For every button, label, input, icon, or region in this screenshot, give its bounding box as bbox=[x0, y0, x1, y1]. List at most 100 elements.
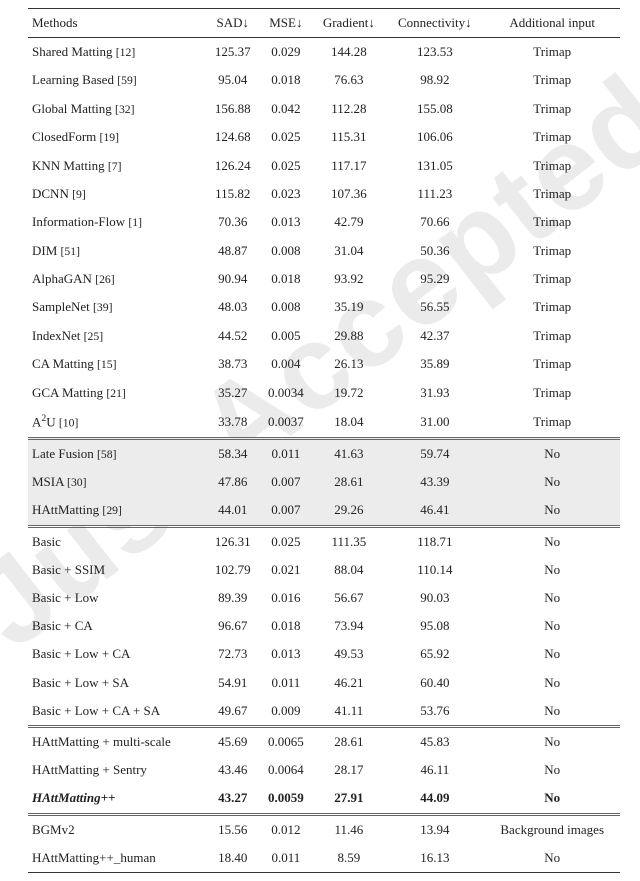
cell-grad: 88.04 bbox=[312, 556, 385, 584]
cell-sad: 70.36 bbox=[206, 208, 259, 236]
cell-add: No bbox=[484, 438, 620, 468]
table-row: Information-Flow [1]70.360.01342.7970.66… bbox=[28, 208, 620, 236]
cell-mse: 0.025 bbox=[259, 123, 312, 151]
cell-mse: 0.021 bbox=[259, 556, 312, 584]
cell-add: No bbox=[484, 669, 620, 697]
cell-sad: 43.46 bbox=[206, 756, 259, 784]
table-row: HAttMatting [29]44.010.00729.2646.41No bbox=[28, 496, 620, 526]
cell-sad: 54.91 bbox=[206, 669, 259, 697]
cell-method: Information-Flow [1] bbox=[28, 208, 206, 236]
cell-grad: 26.13 bbox=[312, 350, 385, 378]
cell-mse: 0.018 bbox=[259, 66, 312, 94]
cell-grad: 115.31 bbox=[312, 123, 385, 151]
table-row: MSIA [30]47.860.00728.6143.39No bbox=[28, 468, 620, 496]
cell-grad: 93.92 bbox=[312, 265, 385, 293]
cell-con: 50.36 bbox=[385, 237, 484, 265]
cell-sad: 115.82 bbox=[206, 180, 259, 208]
cell-con: 70.66 bbox=[385, 208, 484, 236]
cell-con: 60.40 bbox=[385, 669, 484, 697]
cell-mse: 0.013 bbox=[259, 640, 312, 668]
table-row: Learning Based [59]95.040.01876.6398.92T… bbox=[28, 66, 620, 94]
cell-sad: 38.73 bbox=[206, 350, 259, 378]
table-header: Methods SAD↓ MSE↓ Gradient↓ Connectivity… bbox=[28, 9, 620, 38]
cell-sad: 44.01 bbox=[206, 496, 259, 526]
cell-add: Trimap bbox=[484, 265, 620, 293]
table-row: IndexNet [25]44.520.00529.8842.37Trimap bbox=[28, 322, 620, 350]
col-methods: Methods bbox=[28, 9, 206, 38]
table-row: HAttMatting + Sentry43.460.006428.1746.1… bbox=[28, 756, 620, 784]
cell-con: 56.55 bbox=[385, 293, 484, 321]
cell-grad: 29.88 bbox=[312, 322, 385, 350]
cell-grad: 117.17 bbox=[312, 152, 385, 180]
cell-grad: 41.63 bbox=[312, 438, 385, 468]
col-mse: MSE↓ bbox=[259, 9, 312, 38]
cell-sad: 126.31 bbox=[206, 526, 259, 556]
cell-add: No bbox=[484, 844, 620, 873]
cell-mse: 0.011 bbox=[259, 669, 312, 697]
cell-mse: 0.029 bbox=[259, 38, 312, 67]
cell-grad: 42.79 bbox=[312, 208, 385, 236]
cell-con: 43.39 bbox=[385, 468, 484, 496]
cell-mse: 0.005 bbox=[259, 322, 312, 350]
cell-mse: 0.007 bbox=[259, 468, 312, 496]
cell-con: 98.92 bbox=[385, 66, 484, 94]
cell-mse: 0.0037 bbox=[259, 407, 312, 438]
table-row: Basic + Low + CA72.730.01349.5365.92No bbox=[28, 640, 620, 668]
table-row: SampleNet [39]48.030.00835.1956.55Trimap bbox=[28, 293, 620, 321]
cell-add: No bbox=[484, 640, 620, 668]
cell-grad: 27.91 bbox=[312, 784, 385, 814]
cell-mse: 0.004 bbox=[259, 350, 312, 378]
cell-grad: 144.28 bbox=[312, 38, 385, 67]
col-additional: Additional input bbox=[484, 9, 620, 38]
cell-sad: 124.68 bbox=[206, 123, 259, 151]
table-row: Basic + CA96.670.01873.9495.08No bbox=[28, 612, 620, 640]
cell-add: Background images bbox=[484, 814, 620, 844]
cell-mse: 0.012 bbox=[259, 814, 312, 844]
cell-method: HAttMatting [29] bbox=[28, 496, 206, 526]
cell-con: 31.93 bbox=[385, 379, 484, 407]
cell-add: No bbox=[484, 612, 620, 640]
cell-sad: 33.78 bbox=[206, 407, 259, 438]
cell-con: 123.53 bbox=[385, 38, 484, 67]
cell-grad: 76.63 bbox=[312, 66, 385, 94]
table-row: HAttMatting++43.270.005927.9144.09No bbox=[28, 784, 620, 814]
cell-con: 53.76 bbox=[385, 697, 484, 727]
table-row: Global Matting [32]156.880.042112.28155.… bbox=[28, 95, 620, 123]
cell-add: Trimap bbox=[484, 407, 620, 438]
cell-add: No bbox=[484, 526, 620, 556]
cell-method: Late Fusion [58] bbox=[28, 438, 206, 468]
cell-mse: 0.0065 bbox=[259, 727, 312, 757]
cell-add: Trimap bbox=[484, 180, 620, 208]
cell-add: Trimap bbox=[484, 152, 620, 180]
cell-grad: 41.11 bbox=[312, 697, 385, 727]
cell-grad: 28.61 bbox=[312, 727, 385, 757]
cell-method: IndexNet [25] bbox=[28, 322, 206, 350]
cell-add: No bbox=[484, 697, 620, 727]
cell-method: KNN Matting [7] bbox=[28, 152, 206, 180]
table-row: HAttMatting++_human18.400.0118.5916.13No bbox=[28, 844, 620, 873]
cell-sad: 125.37 bbox=[206, 38, 259, 67]
table-row: AlphaGAN [26]90.940.01893.9295.29Trimap bbox=[28, 265, 620, 293]
cell-sad: 48.87 bbox=[206, 237, 259, 265]
table-row: Basic126.310.025111.35118.71No bbox=[28, 526, 620, 556]
cell-con: 35.89 bbox=[385, 350, 484, 378]
cell-sad: 89.39 bbox=[206, 584, 259, 612]
table-row: Late Fusion [58]58.340.01141.6359.74No bbox=[28, 438, 620, 468]
cell-con: 106.06 bbox=[385, 123, 484, 151]
cell-sad: 18.40 bbox=[206, 844, 259, 873]
cell-method: BGMv2 bbox=[28, 814, 206, 844]
cell-mse: 0.011 bbox=[259, 844, 312, 873]
cell-method: Global Matting [32] bbox=[28, 95, 206, 123]
cell-grad: 28.61 bbox=[312, 468, 385, 496]
cell-method: Basic bbox=[28, 526, 206, 556]
results-table: Methods SAD↓ MSE↓ Gradient↓ Connectivity… bbox=[28, 8, 620, 873]
cell-mse: 0.007 bbox=[259, 496, 312, 526]
cell-mse: 0.018 bbox=[259, 265, 312, 293]
cell-method: HAttMatting + multi-scale bbox=[28, 727, 206, 757]
cell-method: AlphaGAN [26] bbox=[28, 265, 206, 293]
cell-add: No bbox=[484, 584, 620, 612]
cell-method: Shared Matting [12] bbox=[28, 38, 206, 67]
cell-grad: 18.04 bbox=[312, 407, 385, 438]
cell-con: 46.11 bbox=[385, 756, 484, 784]
col-connectivity: Connectivity↓ bbox=[385, 9, 484, 38]
